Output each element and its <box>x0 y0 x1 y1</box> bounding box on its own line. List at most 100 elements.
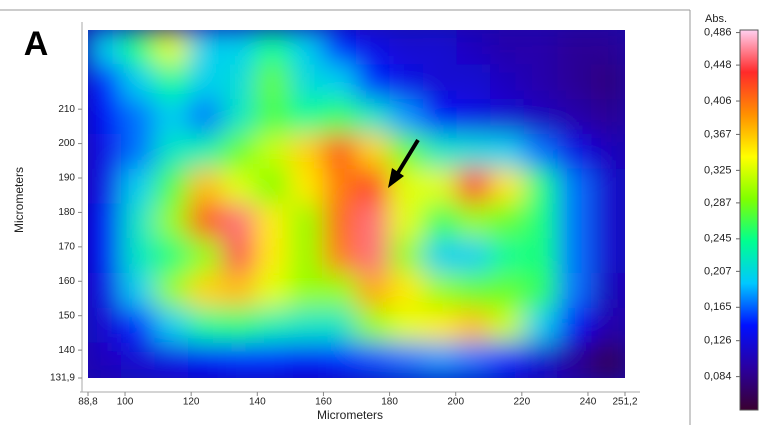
heatmap-cell <box>222 204 257 240</box>
heatmap-cell <box>423 169 458 205</box>
heatmap-cell <box>289 308 324 344</box>
colorbar-tick-label: 0,486 <box>704 26 732 38</box>
heatmap-cell <box>222 169 257 205</box>
heatmap-cell <box>390 134 425 170</box>
heatmap-cell <box>255 99 290 135</box>
heatmap-cell <box>524 204 559 240</box>
colorbar <box>740 30 758 410</box>
heatmap-cell <box>222 273 257 309</box>
heatmap-cell <box>390 308 425 344</box>
heatmap-cell <box>591 30 626 66</box>
heatmap-cell <box>423 64 458 100</box>
heatmap-cell <box>289 30 324 66</box>
x-tick-label: 100 <box>117 397 134 408</box>
heatmap-cell <box>557 169 592 205</box>
heatmap-cell <box>322 308 357 344</box>
heatmap-cell <box>490 238 525 274</box>
heatmap-cell <box>88 204 123 240</box>
y-tick-label: 140 <box>58 345 75 356</box>
heatmap-cell <box>155 64 190 100</box>
heatmap-cell <box>322 204 357 240</box>
y-tick-label: 150 <box>58 310 75 321</box>
heatmap-cell <box>356 273 391 309</box>
heatmap-cell <box>121 134 156 170</box>
heatmap-cell <box>591 204 626 240</box>
y-tick-label: 200 <box>58 138 75 149</box>
heatmap-cell <box>289 204 324 240</box>
panel-label: A <box>24 25 49 63</box>
heatmap-cell <box>289 64 324 100</box>
heatmap-cell <box>155 99 190 135</box>
x-tick-label: 251,2 <box>612 397 637 408</box>
heatmap-cell <box>222 99 257 135</box>
heatmap-cell <box>457 204 492 240</box>
heatmap-cell <box>490 204 525 240</box>
heatmap-cell <box>121 273 156 309</box>
heatmap-cell <box>255 30 290 66</box>
x-tick-label: 220 <box>513 397 530 408</box>
heatmap-cell <box>457 273 492 309</box>
heatmap-cell <box>390 99 425 135</box>
heatmap-cell <box>457 308 492 344</box>
heatmap-cell <box>591 99 626 135</box>
heatmap-cell <box>88 308 123 344</box>
heatmap-cell <box>222 238 257 274</box>
colorbar-tick-label: 0,245 <box>704 233 732 245</box>
heatmap-cell <box>88 169 123 205</box>
heatmap-cell <box>524 134 559 170</box>
heatmap-cell <box>255 343 290 379</box>
heatmap-cell <box>289 134 324 170</box>
heatmap-cell <box>88 343 123 379</box>
heatmap-cell <box>457 30 492 66</box>
heatmap-cell <box>88 238 123 274</box>
heatmap-cell <box>155 30 190 66</box>
heatmap-cell <box>356 204 391 240</box>
heatmap-cell <box>490 273 525 309</box>
colorbar-tick-label: 0,126 <box>704 335 732 347</box>
heatmap-cell <box>289 238 324 274</box>
heatmap-cell <box>356 134 391 170</box>
colorbar-tick-label: 0,325 <box>704 164 732 176</box>
heatmap-cell <box>155 169 190 205</box>
heatmap-cell <box>188 30 223 66</box>
heatmap-cell <box>322 169 357 205</box>
heatmap-cell <box>322 343 357 379</box>
heatmap-cell <box>457 169 492 205</box>
heatmap-cell <box>457 134 492 170</box>
heatmap-cell <box>255 238 290 274</box>
heatmap-cell <box>490 134 525 170</box>
colorbar-title: Abs. <box>705 13 727 25</box>
heatmap-cell <box>557 134 592 170</box>
heatmap-cell <box>423 308 458 344</box>
colorbar-tick-label: 0,367 <box>704 128 732 140</box>
y-axis-label: Micrometers <box>12 167 26 233</box>
heatmap-cell <box>457 238 492 274</box>
heatmap-cell <box>591 134 626 170</box>
heatmap-cell <box>423 273 458 309</box>
heatmap-cell <box>591 238 626 274</box>
heatmap-cell <box>255 308 290 344</box>
y-tick-label: 180 <box>58 207 75 218</box>
heatmap-cell <box>188 99 223 135</box>
heatmap-cell <box>524 343 559 379</box>
heatmap-cell <box>524 308 559 344</box>
heatmap-cell <box>121 64 156 100</box>
heatmap-cell <box>322 99 357 135</box>
heatmap-cell <box>356 30 391 66</box>
colorbar-tick-label: 0,406 <box>704 95 732 107</box>
x-tick-label: 200 <box>447 397 464 408</box>
heatmap-cell <box>390 204 425 240</box>
heatmap <box>88 30 626 379</box>
heatmap-cell <box>557 99 592 135</box>
heatmap-cell <box>188 343 223 379</box>
x-tick-label: 180 <box>381 397 398 408</box>
heatmap-cell <box>188 204 223 240</box>
heatmap-cell <box>356 238 391 274</box>
heatmap-cell <box>557 204 592 240</box>
y-tick-label: 210 <box>58 104 75 115</box>
heatmap-cell <box>356 343 391 379</box>
heatmap-cell <box>457 343 492 379</box>
heatmap-cell <box>289 99 324 135</box>
heatmap-cell <box>188 308 223 344</box>
heatmap-cell <box>524 238 559 274</box>
